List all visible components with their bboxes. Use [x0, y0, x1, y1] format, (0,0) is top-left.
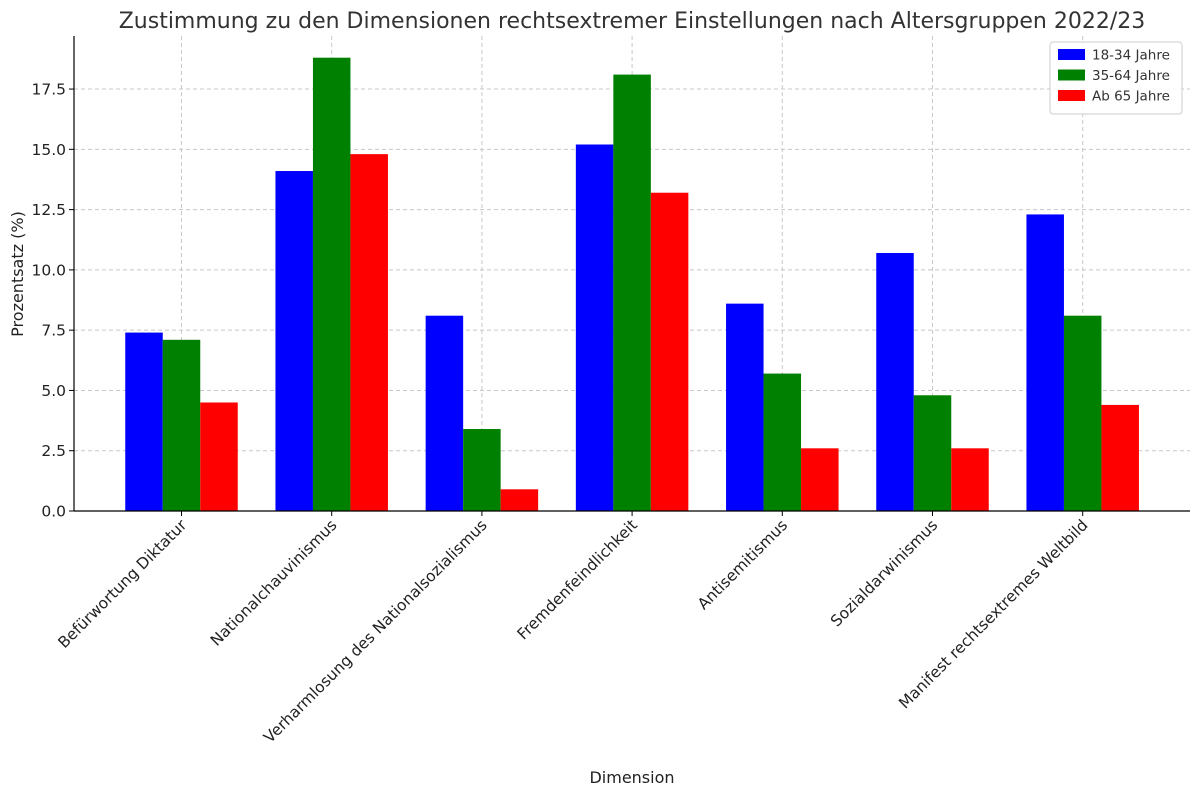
chart-title: Zustimmung zu den Dimensionen rechtsextr…: [119, 9, 1146, 34]
y-tick-label: 2.5: [41, 442, 66, 460]
y-tick-labels: 0.0 2.5 5.0 7.5 10.0 12.5 15.0 17.5: [31, 81, 66, 521]
bar-2-2: [312, 57, 351, 512]
y-tick-label: 7.5: [41, 322, 66, 340]
x-tick-label: Nationalchauvinismus: [207, 516, 341, 650]
bar-3-2: [350, 154, 388, 511]
y-axis-label: Prozentsatz (%): [8, 211, 27, 337]
bar-1-7: [1026, 214, 1064, 511]
x-tick-label: Sozialdarwinismus: [827, 516, 941, 630]
bar-1-5: [726, 303, 764, 511]
axes: [69, 36, 1190, 516]
bar-3-1: [200, 402, 238, 511]
x-tick-label: Antisemitismus: [694, 516, 791, 613]
y-tick-label: 12.5: [31, 201, 66, 219]
bar-1-4: [575, 144, 614, 511]
bar-1-2: [275, 171, 313, 511]
legend-label-1: 18-34 Jahre: [1092, 48, 1170, 64]
bar-1-6: [876, 253, 914, 512]
bar-2-1: [162, 339, 201, 511]
x-tick-label: Befürwortung Diktatur: [55, 516, 191, 652]
legend-swatch-3: [1058, 90, 1085, 101]
bar-3-3: [500, 489, 539, 511]
x-tick-label: Manifest rechtsextremes Weltbild: [895, 516, 1091, 712]
legend: 18-34 Jahre 35-64 Jahre Ab 65 Jahre: [1049, 41, 1183, 115]
bar-3-5: [801, 448, 839, 511]
y-tick-label: 5.0: [41, 382, 66, 400]
x-tick-label: Fremdenfeindlichkeit: [514, 516, 641, 643]
bar-3-6: [951, 448, 989, 511]
bar-3-7: [1101, 404, 1139, 511]
bar-2-4: [613, 74, 651, 512]
legend-label-2: 35-64 Jahre: [1092, 68, 1170, 84]
bar-2-3: [463, 429, 501, 511]
y-tick-label: 10.0: [31, 261, 66, 279]
bar-3-4: [650, 192, 689, 511]
bar-1-1: [125, 332, 163, 511]
x-axis-label: Dimension: [589, 768, 674, 787]
bar-2-6: [913, 395, 952, 511]
x-tick-labels: Befürwortung Diktatur Nationalchauvinismu…: [55, 516, 1092, 747]
legend-swatch-2: [1058, 69, 1085, 81]
bar-2-7: [1063, 315, 1102, 511]
bars: [125, 57, 1139, 512]
bar-2-5: [763, 373, 802, 511]
y-tick-label: 0.0: [41, 503, 66, 521]
legend-label-3: Ab 65 Jahre: [1092, 89, 1170, 105]
bar-1-3: [425, 315, 464, 511]
y-tick-label: 17.5: [31, 81, 66, 99]
legend-swatch-1: [1058, 49, 1085, 60]
y-tick-label: 15.0: [31, 141, 66, 159]
